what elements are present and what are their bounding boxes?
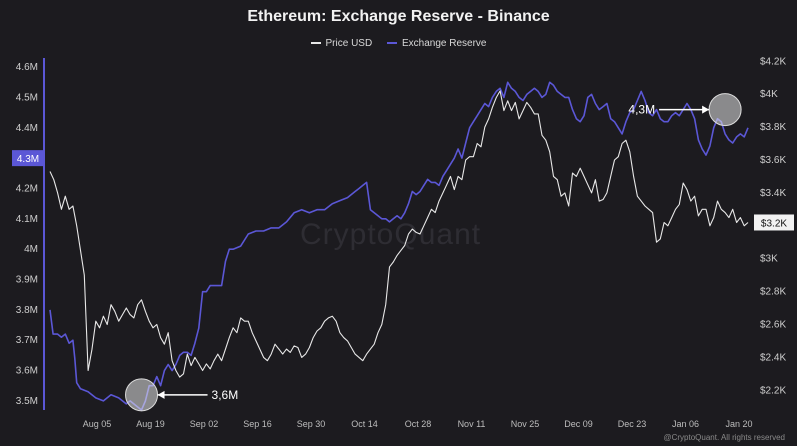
- x-tick-label: Sep 02: [190, 419, 219, 429]
- right-tick-label: $3.8K: [760, 122, 786, 133]
- right-tick-label: $3.6K: [760, 155, 786, 166]
- right-tick-label: $2.4K: [760, 352, 786, 363]
- legend-item-reserve[interactable]: Exchange Reserve: [386, 37, 487, 49]
- left-tick-label: 3.5M: [16, 396, 38, 407]
- right-tick-label: $2.8K: [760, 287, 786, 298]
- left-tick-label: 3.9M: [16, 275, 38, 286]
- chart-legend: Price USD Exchange Reserve: [0, 36, 797, 49]
- right-tick-label: $4.2K: [760, 56, 786, 67]
- x-tick-label: Oct 14: [351, 419, 378, 429]
- x-tick-label: Oct 28: [405, 419, 432, 429]
- x-tick-label: Aug 19: [136, 419, 165, 429]
- annotation-label: 4,3M: [628, 103, 655, 117]
- left-tick-label: 3.8M: [16, 305, 38, 316]
- left-tick-label: 3.7M: [16, 335, 38, 346]
- right-tick-label: $3.4K: [760, 188, 786, 199]
- left-tick-label: 4.5M: [16, 92, 38, 103]
- right-tick-label: $3K: [760, 254, 778, 265]
- price-series-line: [49, 90, 749, 378]
- left-tick-label: 4M: [24, 244, 38, 255]
- x-tick-label: Sep 30: [297, 419, 326, 429]
- x-tick-label: Nov 11: [458, 419, 486, 429]
- annotation-arrowhead: [157, 390, 165, 399]
- reserve-series-line: [49, 81, 749, 411]
- annotation-circle: [125, 378, 159, 412]
- legend-swatch-reserve: [386, 42, 397, 44]
- right-tick-label: $2.6K: [760, 319, 786, 330]
- left-tick-label: 3.6M: [16, 366, 38, 377]
- reserve-badge-label: 4.3M: [17, 154, 39, 165]
- page-title: Ethereum: Exchange Reserve - Binance: [247, 8, 550, 25]
- annotation-arrowhead: [702, 105, 710, 114]
- price-badge: [754, 214, 794, 231]
- x-tick-label: Sep 16: [243, 419, 272, 429]
- x-tick-label: Dec 09: [564, 419, 593, 429]
- left-tick-label: 4.1M: [16, 214, 38, 225]
- price-badge-label: $3.2K: [761, 218, 787, 229]
- watermark: CryptoQuant: [300, 218, 482, 251]
- annotation-label: 3,6M: [212, 388, 239, 402]
- x-tick-label: Jan 06: [672, 419, 699, 429]
- right-tick-label: $4K: [760, 89, 778, 100]
- x-tick-label: Nov 25: [511, 419, 540, 429]
- legend-item-price[interactable]: Price USD: [310, 37, 373, 49]
- x-tick-label: Jan 20: [725, 419, 752, 429]
- reserve-badge: [12, 150, 44, 167]
- legend-swatch-price: [310, 42, 321, 44]
- copyright-credit: @CryptoQuant. All rights reserved: [663, 433, 785, 442]
- annotation-circle: [708, 93, 742, 127]
- left-tick-label: 4.4M: [16, 123, 38, 134]
- left-tick-label: 4.2M: [16, 183, 38, 194]
- left-tick-label: 4.6M: [16, 62, 38, 73]
- x-tick-label: Aug 05: [83, 419, 112, 429]
- x-tick-label: Dec 23: [618, 419, 647, 429]
- legend-label-reserve: Exchange Reserve: [401, 37, 487, 49]
- legend-label-price: Price USD: [325, 37, 373, 49]
- right-tick-label: $2.2K: [760, 385, 786, 396]
